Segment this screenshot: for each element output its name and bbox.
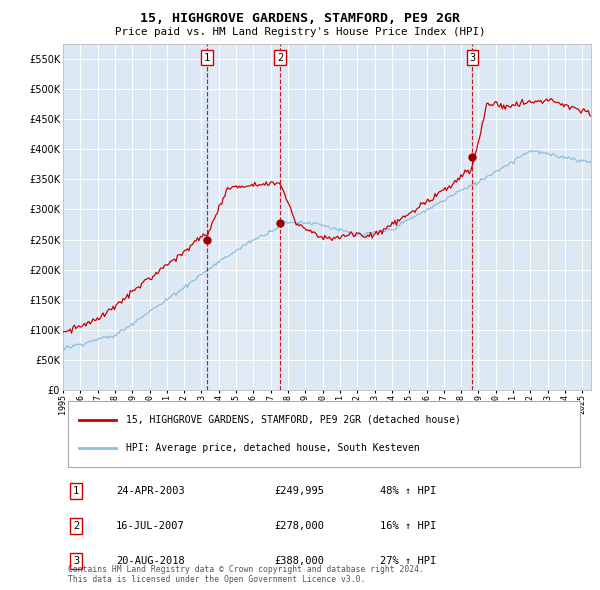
Text: 24-APR-2003: 24-APR-2003 <box>116 486 185 496</box>
Text: 15, HIGHGROVE GARDENS, STAMFORD, PE9 2GR (detached house): 15, HIGHGROVE GARDENS, STAMFORD, PE9 2GR… <box>127 415 461 425</box>
Text: 1: 1 <box>204 53 210 63</box>
Text: 27% ↑ HPI: 27% ↑ HPI <box>380 556 436 566</box>
Text: HPI: Average price, detached house, South Kesteven: HPI: Average price, detached house, Sout… <box>127 442 420 453</box>
Text: 15, HIGHGROVE GARDENS, STAMFORD, PE9 2GR: 15, HIGHGROVE GARDENS, STAMFORD, PE9 2GR <box>140 12 460 25</box>
Text: £278,000: £278,000 <box>274 521 324 531</box>
Text: Price paid vs. HM Land Registry's House Price Index (HPI): Price paid vs. HM Land Registry's House … <box>115 27 485 37</box>
FancyBboxPatch shape <box>68 401 580 467</box>
Text: 2: 2 <box>73 521 79 531</box>
Text: 3: 3 <box>469 53 475 63</box>
Text: 20-AUG-2018: 20-AUG-2018 <box>116 556 185 566</box>
Text: £249,995: £249,995 <box>274 486 324 496</box>
Text: 3: 3 <box>73 556 79 566</box>
Text: 16-JUL-2007: 16-JUL-2007 <box>116 521 185 531</box>
Text: £388,000: £388,000 <box>274 556 324 566</box>
Text: 16% ↑ HPI: 16% ↑ HPI <box>380 521 436 531</box>
Text: 48% ↑ HPI: 48% ↑ HPI <box>380 486 436 496</box>
Bar <box>207 44 280 390</box>
Text: 1: 1 <box>73 486 79 496</box>
Text: 2: 2 <box>277 53 283 63</box>
Text: Contains HM Land Registry data © Crown copyright and database right 2024.
This d: Contains HM Land Registry data © Crown c… <box>68 565 424 584</box>
